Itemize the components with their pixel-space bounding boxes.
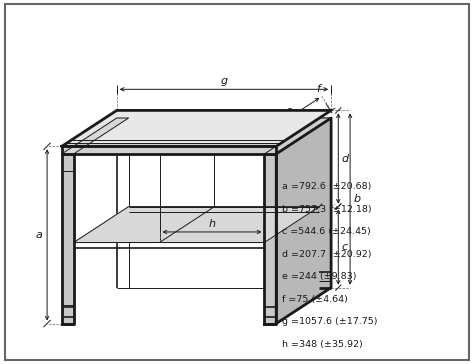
Polygon shape [73, 207, 319, 242]
Text: a =792.6 (±20.68): a =792.6 (±20.68) [282, 182, 372, 191]
Text: f: f [317, 84, 320, 94]
Text: b: b [354, 194, 361, 204]
Polygon shape [62, 110, 331, 146]
Text: g: g [220, 76, 228, 86]
Polygon shape [62, 146, 276, 154]
Text: d: d [342, 154, 349, 163]
Text: f =75 (±4.64): f =75 (±4.64) [282, 295, 348, 304]
Polygon shape [62, 154, 73, 324]
Text: a: a [36, 230, 43, 240]
Text: h: h [209, 218, 216, 229]
Text: e =244 (±9.83): e =244 (±9.83) [282, 272, 356, 281]
Text: g =1057.6 (±17.75): g =1057.6 (±17.75) [282, 317, 377, 327]
Text: h =348 (±35.92): h =348 (±35.92) [282, 340, 363, 349]
Polygon shape [264, 154, 276, 324]
Text: b =757.3 (±12.18): b =757.3 (±12.18) [282, 205, 372, 214]
Text: e: e [285, 106, 292, 116]
Text: c =544.6 (±24.45): c =544.6 (±24.45) [282, 227, 371, 236]
Polygon shape [264, 118, 331, 154]
Text: c: c [342, 242, 348, 252]
Polygon shape [62, 118, 128, 154]
Text: d =207.7 (±20.92): d =207.7 (±20.92) [282, 250, 372, 259]
Polygon shape [276, 118, 331, 324]
